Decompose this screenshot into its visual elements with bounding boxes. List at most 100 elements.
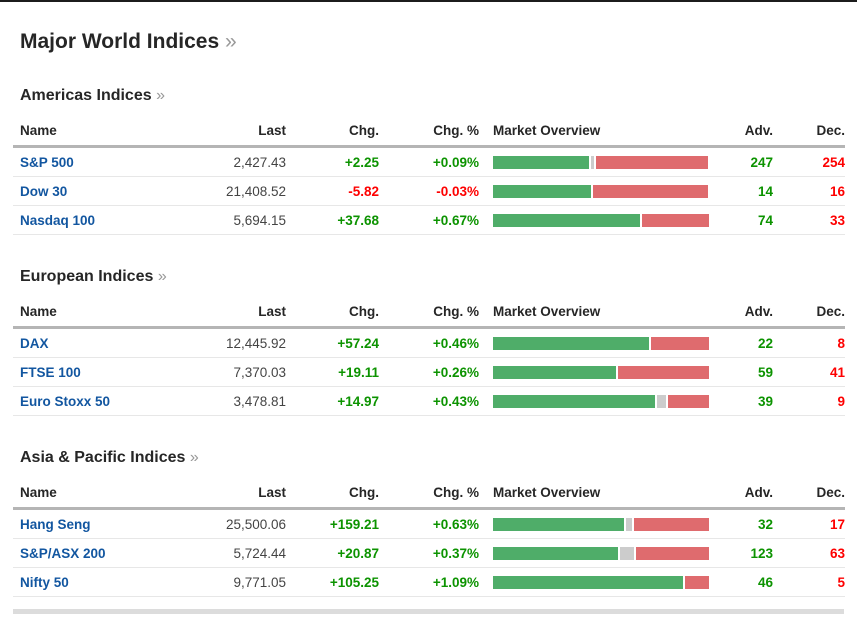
section-more-link[interactable]: » — [157, 268, 167, 285]
decliners-bar-segment — [593, 184, 708, 198]
decliners-bar-segment — [634, 517, 709, 531]
change-percent-value: -0.03% — [436, 183, 479, 199]
index-row: Hang Seng 25,500.06 +159.21 +0.63% 32 17 — [13, 510, 845, 539]
col-header-chg-pct: Chg. % — [433, 304, 479, 319]
col-header-name: Name — [20, 485, 57, 500]
advancers-bar-segment — [493, 365, 617, 379]
section-title-text: Americas Indices — [20, 87, 152, 104]
advancers-count: 59 — [757, 364, 773, 380]
advancers-bar-segment — [493, 213, 640, 227]
index-row: FTSE 100 7,370.03 +19.11 +0.26% 59 41 — [13, 358, 845, 387]
decliners-count: 41 — [829, 364, 845, 380]
col-header-market-overview: Market Overview — [493, 123, 601, 138]
advancers-count: 14 — [757, 183, 773, 199]
advancers-bar-segment — [493, 575, 684, 589]
decliners-count: 16 — [829, 183, 845, 199]
col-header-last: Last — [258, 485, 286, 500]
decliners-bar-segment — [685, 575, 709, 589]
section-more-link[interactable]: » — [189, 449, 199, 466]
unchanged-bar-segment — [591, 155, 595, 169]
col-header-dec: Dec. — [816, 485, 845, 500]
decliners-count: 8 — [837, 335, 845, 351]
adv-dec-bar — [493, 546, 709, 560]
advancers-bar-segment — [493, 517, 624, 531]
page-title-text: Major World Indices — [20, 30, 220, 53]
index-link-sp500[interactable]: S&P 500 — [20, 154, 74, 170]
adv-dec-bar — [493, 365, 709, 379]
decliners-bar-segment — [618, 365, 709, 379]
col-header-adv: Adv. — [744, 485, 773, 500]
decliners-count: 5 — [837, 574, 845, 590]
change-percent-value: +0.26% — [432, 364, 479, 380]
decliners-count: 254 — [822, 154, 845, 170]
page-title: Major World Indices » — [13, 30, 845, 54]
index-link-nifty50[interactable]: Nifty 50 — [20, 574, 69, 590]
index-link-hangseng[interactable]: Hang Seng — [20, 516, 91, 532]
index-link-dax[interactable]: DAX — [20, 335, 49, 351]
market-overview-cell — [479, 575, 711, 589]
col-header-last: Last — [258, 123, 286, 138]
section-title: Americas Indices » — [13, 87, 845, 105]
change-percent-value: +0.09% — [432, 154, 479, 170]
col-header-chg: Chg. — [349, 304, 379, 319]
col-header-chg-pct: Chg. % — [433, 485, 479, 500]
index-row: S&P/ASX 200 5,724.44 +20.87 +0.37% 123 6… — [13, 539, 845, 568]
change-percent-value: +0.43% — [432, 393, 479, 409]
decliners-bar-segment — [636, 546, 709, 560]
col-header-dec: Dec. — [816, 123, 845, 138]
advancers-count: 22 — [757, 335, 773, 351]
index-link-nasdaq100[interactable]: Nasdaq 100 — [20, 212, 96, 228]
unchanged-bar-segment — [625, 517, 633, 531]
last-value: 5,724.44 — [233, 545, 286, 561]
change-percent-value: +0.46% — [432, 335, 479, 351]
change-value: -5.82 — [348, 183, 379, 199]
last-value: 21,408.52 — [225, 183, 286, 199]
last-value: 7,370.03 — [233, 364, 286, 380]
index-link-spasx200[interactable]: S&P/ASX 200 — [20, 545, 106, 561]
last-value: 12,445.92 — [225, 335, 286, 351]
advancers-bar-segment — [493, 546, 619, 560]
page-title-more-link[interactable]: » — [225, 30, 237, 53]
col-header-chg: Chg. — [349, 123, 379, 138]
market-overview-cell — [479, 546, 711, 560]
change-value: +14.97 — [337, 393, 379, 409]
advancers-count: 39 — [757, 393, 773, 409]
market-overview-cell — [479, 184, 711, 198]
change-percent-value: +0.37% — [432, 545, 479, 561]
decliners-bar-segment — [667, 394, 709, 408]
table-header-row: Name Last Chg. Chg. % Market Overview Ad… — [13, 479, 845, 510]
adv-dec-bar — [493, 394, 709, 408]
last-value: 2,427.43 — [233, 154, 286, 170]
section-asia-pacific: Asia & Pacific Indices » Name Last Chg. … — [13, 449, 845, 597]
index-row: Nasdaq 100 5,694.15 +37.68 +0.67% 74 33 — [13, 206, 845, 235]
section-more-link[interactable]: » — [156, 87, 165, 104]
unchanged-bar-segment — [657, 394, 666, 408]
index-row: Dow 30 21,408.52 -5.82 -0.03% 14 16 — [13, 177, 845, 206]
col-header-dec: Dec. — [816, 304, 845, 319]
change-value: +19.11 — [338, 364, 379, 380]
table-header-row: Name Last Chg. Chg. % Market Overview Ad… — [13, 298, 845, 329]
index-link-ftse100[interactable]: FTSE 100 — [20, 364, 81, 380]
index-link-dow30[interactable]: Dow 30 — [20, 183, 68, 199]
index-row: S&P 500 2,427.43 +2.25 +0.09% 247 254 — [13, 148, 845, 177]
col-header-last: Last — [258, 304, 286, 319]
section-title: European Indices » — [13, 268, 845, 286]
col-header-name: Name — [20, 304, 57, 319]
market-overview-cell — [479, 336, 711, 350]
advancers-count: 74 — [757, 212, 773, 228]
adv-dec-bar — [493, 184, 709, 198]
decliners-bar-segment — [596, 155, 708, 169]
adv-dec-bar — [493, 213, 709, 227]
horizontal-scrollbar[interactable] — [13, 609, 844, 614]
section-title-text: European Indices — [20, 268, 154, 285]
table-header-row: Name Last Chg. Chg. % Market Overview Ad… — [13, 117, 845, 148]
market-overview-cell — [479, 155, 711, 169]
adv-dec-bar — [493, 336, 709, 350]
change-value: +20.87 — [337, 545, 379, 561]
change-percent-value: +0.67% — [432, 212, 479, 228]
index-link-eurostoxx50[interactable]: Euro Stoxx 50 — [20, 393, 111, 409]
advancers-bar-segment — [493, 336, 649, 350]
change-percent-value: +1.09% — [432, 574, 479, 590]
col-header-chg-pct: Chg. % — [433, 123, 479, 138]
col-header-market-overview: Market Overview — [493, 485, 601, 500]
